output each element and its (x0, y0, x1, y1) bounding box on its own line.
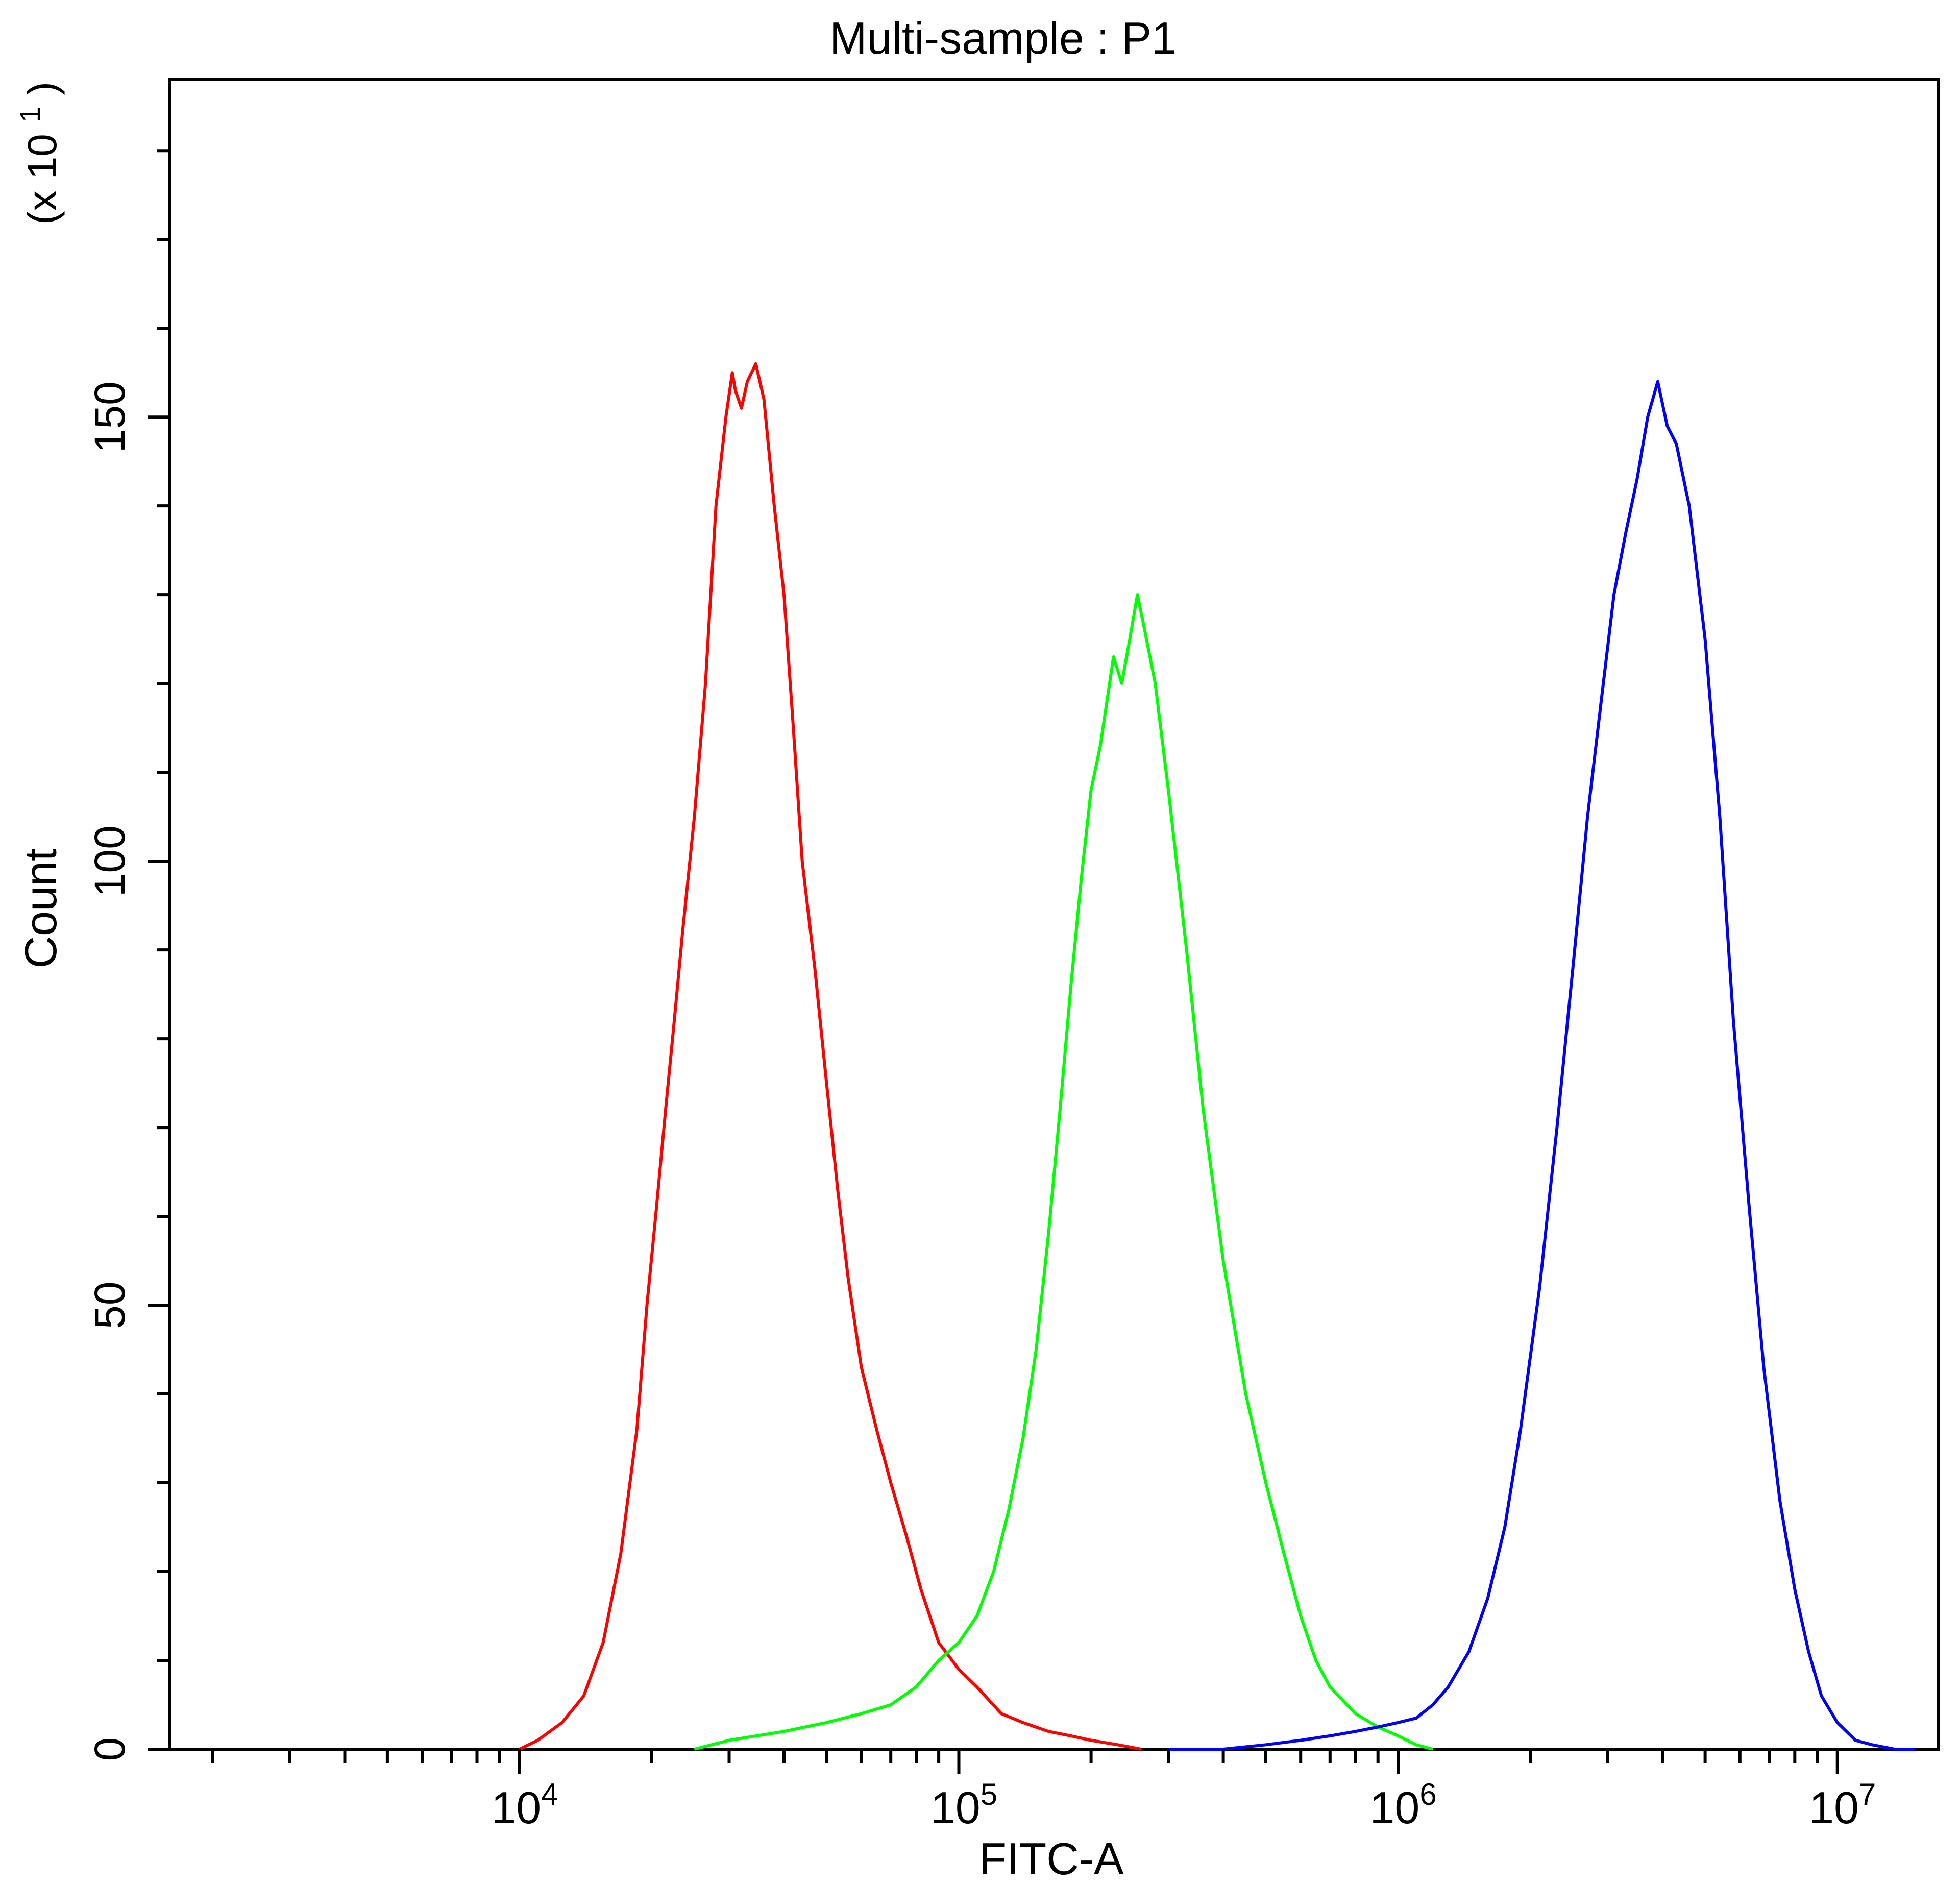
series-group (519, 362, 1915, 1751)
series-line-2 (694, 593, 1433, 1751)
series-line-1 (519, 362, 1142, 1751)
y-tick-label: 100 (86, 825, 134, 897)
x-axis-ticks: 104 105 106 107 (211, 1749, 1876, 1833)
y-multiplier-exp: 1 (14, 107, 46, 122)
y-tick-label: 0 (86, 1737, 134, 1761)
y-multiplier-close: ) (19, 82, 65, 95)
x-tick-label: 107 (1809, 1777, 1876, 1833)
y-axis-ticks: 0 50 100 150 (86, 149, 170, 1761)
y-tick-label: 50 (86, 1281, 134, 1329)
series-line-3 (1168, 380, 1915, 1751)
y-multiplier-prefix: (x 10 (19, 134, 65, 225)
y-tick-label: 150 (86, 381, 134, 453)
chart-title: Multi-sample : P1 (829, 13, 1177, 63)
x-tick-label: 105 (930, 1777, 997, 1833)
plot-frame (168, 78, 1940, 1751)
y-multiplier-label: (x 10 1 ) (3, 82, 65, 225)
x-tick-label: 104 (491, 1777, 558, 1833)
x-axis-label: FITC-A (979, 1833, 1124, 1884)
y-axis-label: Count (15, 849, 66, 969)
x-tick-label: 106 (1369, 1777, 1436, 1833)
